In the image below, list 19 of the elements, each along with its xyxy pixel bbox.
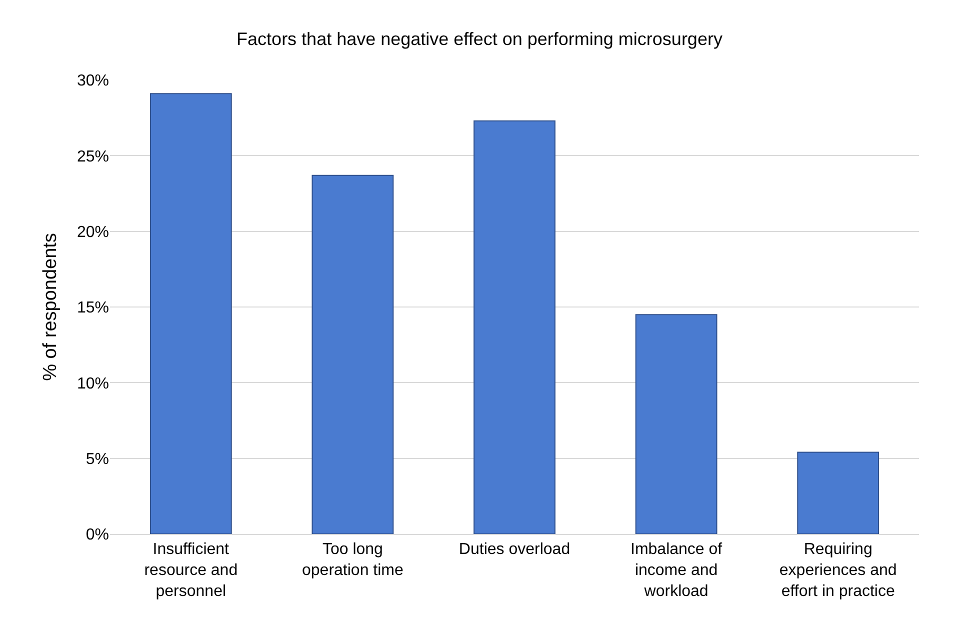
y-tick-label: 5%	[86, 450, 109, 468]
bar	[635, 314, 718, 534]
x-tick-label: Imbalance of income and workload	[630, 541, 723, 600]
y-tick-label: 0%	[86, 526, 109, 544]
y-tick-label: 25%	[76, 148, 109, 166]
y-tick-label: 30%	[76, 72, 109, 90]
y-tick-label: 10%	[76, 375, 109, 392]
y-axis-title: % of respondents	[40, 233, 61, 381]
x-tick-label: Duties overload	[458, 541, 570, 558]
bar	[312, 174, 394, 534]
bar	[797, 452, 880, 534]
y-tick-label: 20%	[76, 224, 109, 241]
y-tick-label: 15%	[76, 300, 109, 317]
bar	[474, 120, 556, 534]
x-tick-label: Requiring experiences and effort in practice	[779, 541, 897, 600]
chart-title: Factors that have negative effect on performing microsurgery	[236, 28, 722, 49]
x-tick-label: Insufficient resource and personnel	[144, 541, 238, 600]
x-tick-label: Too long operation time	[302, 541, 404, 579]
bar	[150, 93, 232, 534]
